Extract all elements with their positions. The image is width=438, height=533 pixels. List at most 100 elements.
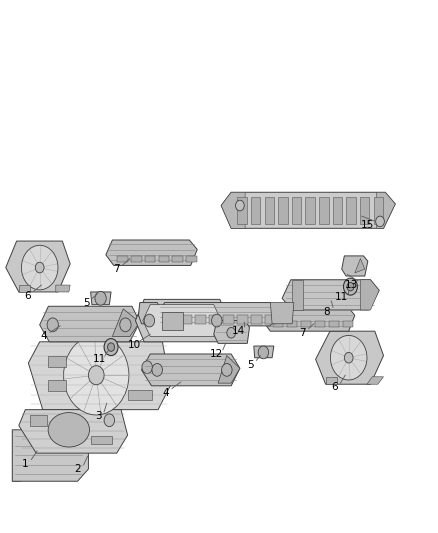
Polygon shape xyxy=(19,410,127,453)
Bar xyxy=(292,197,301,224)
Text: 11: 11 xyxy=(335,292,348,302)
Ellipse shape xyxy=(48,413,89,447)
Polygon shape xyxy=(6,241,70,292)
Bar xyxy=(332,197,342,224)
Polygon shape xyxy=(301,320,311,327)
Polygon shape xyxy=(48,356,66,367)
Polygon shape xyxy=(141,354,240,386)
Circle shape xyxy=(104,338,118,356)
Polygon shape xyxy=(325,377,336,384)
Bar xyxy=(305,197,315,224)
Polygon shape xyxy=(91,436,113,444)
Bar xyxy=(374,197,383,224)
Text: 4: 4 xyxy=(162,387,169,398)
Bar xyxy=(346,197,356,224)
Polygon shape xyxy=(342,256,368,276)
Polygon shape xyxy=(367,377,384,384)
Polygon shape xyxy=(223,316,233,324)
Polygon shape xyxy=(48,381,66,391)
Circle shape xyxy=(212,314,222,327)
Polygon shape xyxy=(292,280,303,310)
Polygon shape xyxy=(251,316,261,324)
Polygon shape xyxy=(265,316,276,324)
Text: 13: 13 xyxy=(345,280,358,290)
Polygon shape xyxy=(91,292,111,305)
Polygon shape xyxy=(209,316,219,324)
Polygon shape xyxy=(157,303,278,326)
Polygon shape xyxy=(131,256,141,262)
Bar xyxy=(237,197,247,224)
Polygon shape xyxy=(19,285,30,292)
Polygon shape xyxy=(135,300,229,342)
Text: 8: 8 xyxy=(324,306,330,317)
Circle shape xyxy=(236,200,244,211)
Text: 5: 5 xyxy=(83,297,89,308)
Polygon shape xyxy=(329,320,339,327)
Polygon shape xyxy=(106,240,197,265)
Circle shape xyxy=(47,318,58,332)
Text: 4: 4 xyxy=(41,332,47,342)
Text: 3: 3 xyxy=(95,411,101,421)
Polygon shape xyxy=(262,306,355,331)
Circle shape xyxy=(330,335,367,380)
Text: 6: 6 xyxy=(331,382,338,392)
Polygon shape xyxy=(167,316,178,324)
Polygon shape xyxy=(287,320,297,327)
Circle shape xyxy=(227,327,236,338)
Polygon shape xyxy=(218,356,240,383)
Polygon shape xyxy=(360,280,379,310)
Polygon shape xyxy=(355,259,365,273)
Polygon shape xyxy=(30,415,47,425)
Circle shape xyxy=(21,245,58,290)
Text: 14: 14 xyxy=(232,326,245,336)
Text: 12: 12 xyxy=(210,349,223,359)
Circle shape xyxy=(142,361,152,374)
Circle shape xyxy=(144,314,155,327)
Text: 7: 7 xyxy=(113,264,120,274)
Circle shape xyxy=(64,335,129,415)
Polygon shape xyxy=(254,346,274,358)
Polygon shape xyxy=(237,316,247,324)
Polygon shape xyxy=(145,256,155,262)
Polygon shape xyxy=(214,320,250,343)
Circle shape xyxy=(104,414,115,426)
Text: 6: 6 xyxy=(24,290,31,301)
Polygon shape xyxy=(282,280,379,310)
Bar xyxy=(319,197,328,224)
Polygon shape xyxy=(316,331,384,384)
Polygon shape xyxy=(273,320,283,327)
Circle shape xyxy=(376,216,385,227)
Polygon shape xyxy=(69,432,88,441)
Polygon shape xyxy=(159,256,170,262)
Circle shape xyxy=(152,364,162,376)
Polygon shape xyxy=(143,305,221,336)
Bar xyxy=(265,197,274,224)
Polygon shape xyxy=(221,192,245,228)
Polygon shape xyxy=(377,192,395,228)
Circle shape xyxy=(222,364,232,376)
Circle shape xyxy=(35,262,44,273)
Text: 11: 11 xyxy=(93,354,106,364)
Text: 1: 1 xyxy=(22,459,28,469)
Polygon shape xyxy=(343,320,353,327)
Polygon shape xyxy=(127,390,152,400)
Text: 10: 10 xyxy=(127,340,141,350)
Polygon shape xyxy=(40,306,140,342)
Bar xyxy=(251,197,261,224)
Circle shape xyxy=(258,346,268,359)
Polygon shape xyxy=(138,303,162,324)
Bar xyxy=(278,197,288,224)
Polygon shape xyxy=(270,303,294,324)
Circle shape xyxy=(108,343,115,351)
Text: 7: 7 xyxy=(299,328,306,338)
Polygon shape xyxy=(12,430,88,481)
Polygon shape xyxy=(117,256,127,262)
Text: 2: 2 xyxy=(74,464,81,474)
Circle shape xyxy=(88,366,104,385)
Text: 15: 15 xyxy=(361,220,374,230)
Text: 5: 5 xyxy=(247,360,254,369)
Circle shape xyxy=(343,278,357,295)
Circle shape xyxy=(120,318,131,332)
Circle shape xyxy=(95,292,106,305)
Polygon shape xyxy=(315,320,325,327)
